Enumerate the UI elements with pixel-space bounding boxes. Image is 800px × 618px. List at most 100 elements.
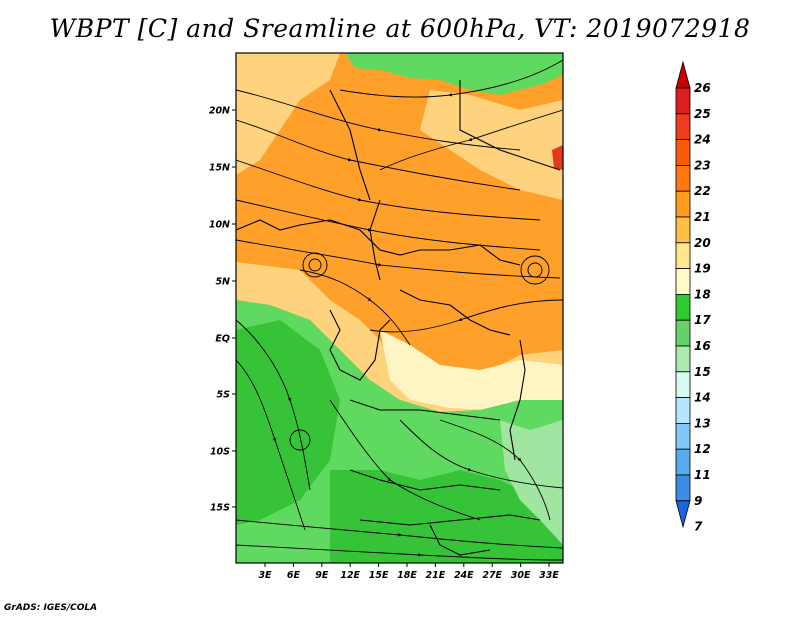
border-line: [236, 219, 521, 266]
fill-dark-green-sw: [236, 320, 340, 525]
streamline: [236, 89, 521, 151]
colorbar-swatch: [675, 397, 691, 424]
colorbar-label: 19: [694, 262, 711, 276]
streamline: [236, 119, 521, 191]
vortex: [527, 262, 543, 278]
fill-light-green-se: [500, 420, 563, 545]
colorbar-label: 25: [694, 107, 711, 121]
streamline: [369, 299, 563, 333]
border-line: [349, 399, 501, 421]
lat-tick-label: 20N: [209, 106, 230, 117]
lat-tick-label: 10S: [210, 447, 230, 458]
credit-text: GrADS: IGES/COLA: [4, 603, 98, 613]
chart-title: WBPT [C] and Sreamline at 600hPa, VT: 20…: [49, 14, 751, 43]
colorbar-label: 23: [694, 158, 711, 172]
colorbar-label: 7: [694, 520, 703, 534]
colorbar-label: 15: [694, 365, 711, 379]
colorbar-label: 16: [694, 339, 711, 353]
colorbar-swatch: [675, 293, 691, 321]
border-line: [509, 339, 526, 461]
colorbar-swatch: [675, 371, 691, 398]
vortex: [289, 429, 311, 451]
colorbar-swatch: [675, 474, 691, 502]
lat-tick-label: 5N: [215, 277, 230, 288]
streamline: [339, 59, 563, 98]
streamline: [236, 359, 306, 531]
lon-tick-label: 15E: [369, 570, 389, 581]
colorbar-label: 26: [694, 81, 711, 95]
latitude-axis: 20N 15N 10N 5N EQ 5S 10S 15S: [209, 106, 236, 514]
streamline: [236, 519, 563, 549]
colorbar-swatch: [675, 242, 691, 270]
border-line: [329, 89, 371, 201]
colorbar-swatch: [675, 216, 691, 244]
lon-tick-label: 6E: [287, 570, 301, 581]
border-line: [369, 199, 381, 281]
fill-green-north: [345, 53, 563, 95]
streamline: [236, 239, 561, 279]
map-frame: [235, 52, 564, 564]
lat-tick-label: 15N: [209, 163, 230, 174]
border-line: [429, 524, 491, 556]
colorbar-label: 17: [694, 313, 711, 327]
border-line: [359, 514, 541, 526]
lon-tick-label: 33E: [539, 570, 559, 581]
colorbar-bottom-arrow: [675, 500, 691, 529]
streamline: [236, 159, 541, 221]
border-line: [459, 80, 561, 171]
colorbar-swatch: [675, 164, 691, 192]
colorbar-label: 22: [694, 184, 711, 198]
border-line: [399, 289, 511, 336]
colorbar-swatch: [675, 448, 691, 476]
lon-tick-label: 3E: [258, 570, 272, 581]
colorbar-swatch: [675, 268, 691, 295]
colorbar-label: 11: [694, 468, 711, 482]
lat-tick-label: EQ: [215, 334, 230, 345]
streamline: [399, 419, 563, 489]
colorbar-label: 24: [694, 133, 711, 147]
border-line: [349, 469, 501, 491]
vortex: [302, 252, 328, 278]
lon-tick-label: 12E: [340, 570, 360, 581]
longitude-axis: 3E 6E 9E 12E 15E 18E 21E 24E 27E 30E 33E: [258, 563, 559, 581]
colorbar-swatch: [675, 319, 691, 347]
colorbar-label: 14: [694, 391, 711, 405]
lon-tick-label: 24E: [454, 570, 474, 581]
streamline: [379, 109, 563, 171]
colorbar-swatch: [675, 139, 691, 166]
vortex: [520, 255, 550, 285]
colorbar: 26 25 24 23 22 21 20 19 18 17 16 15 14 13 12 11 9 7: [675, 60, 711, 534]
colorbar-label: 9: [694, 494, 702, 508]
lat-tick-label: 15S: [210, 503, 230, 514]
fill-red-spot: [552, 145, 563, 170]
colorbar-label: 13: [694, 416, 711, 430]
streamline: [236, 319, 311, 491]
colorbar-label: 20: [694, 236, 711, 250]
lon-tick-label: 30E: [511, 570, 531, 581]
lat-tick-label: 10N: [209, 220, 230, 231]
fill-dark-green-south: [330, 470, 563, 563]
lon-tick-label: 21E: [426, 570, 446, 581]
streamline: [439, 419, 551, 521]
colorbar-swatch: [675, 113, 691, 141]
lon-tick-label: 27E: [482, 570, 502, 581]
border-line: [329, 309, 391, 381]
colorbar-swatch: [675, 422, 691, 450]
colorbar-swatch: [675, 190, 691, 218]
wbpt-fill: [236, 53, 563, 563]
streamline: [299, 269, 411, 346]
lon-tick-label: 18E: [397, 570, 417, 581]
colorbar-swatch: [675, 345, 691, 373]
fill-light-orange-north: [236, 53, 340, 175]
streamline: [236, 544, 563, 561]
vortex: [308, 258, 322, 272]
colorbar-label: 12: [694, 442, 711, 456]
lon-tick-label: 9E: [315, 570, 329, 581]
colorbar-top-arrow: [675, 60, 691, 89]
colorbar-label: 21: [694, 210, 711, 224]
lat-tick-label: 5S: [217, 390, 231, 401]
streamline: [329, 399, 481, 521]
fill-light-orange-ne: [420, 90, 563, 200]
country-borders: [236, 80, 561, 556]
